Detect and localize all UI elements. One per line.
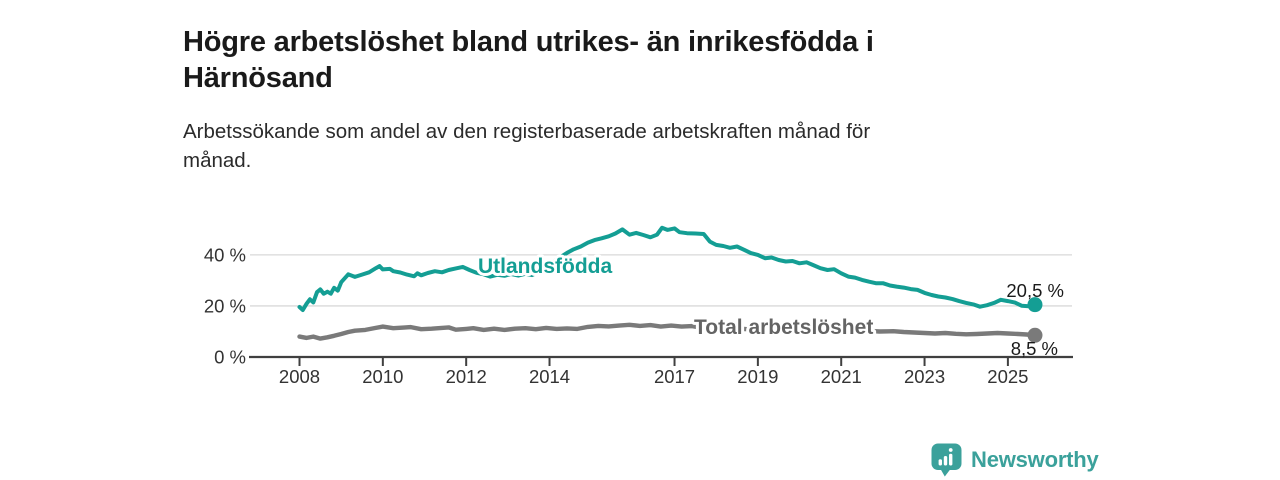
x-tick-label-2010: 2010	[362, 366, 403, 387]
bar-chart-speech-bubble-icon	[931, 443, 962, 477]
newsworthy-logo[interactable]: Newsworthy	[931, 443, 1099, 477]
subtitle-line-2: månad.	[183, 149, 252, 172]
y-tick-label-40: 40 %	[204, 244, 246, 265]
newsworthy-logo-text: Newsworthy	[971, 447, 1099, 472]
series-end-dot-utlandsfodda	[1027, 297, 1043, 313]
x-tick-label-2012: 2012	[446, 366, 487, 387]
title-line-1: Högre arbetslöshet bland utrikes- än inr…	[183, 26, 874, 59]
series-label-utlandsfodda: Utlandsfödda	[478, 255, 612, 278]
subtitle-line-1: Arbetssökande som andel av den registerb…	[183, 120, 871, 143]
chart-subtitle: Arbetssökande som andel av den registerb…	[183, 117, 1073, 175]
series-line-utlandsfodda	[297, 225, 1037, 312]
series-end-dot-total-arbetsloshet	[1027, 327, 1043, 343]
title-line-2: Härnösand	[183, 62, 333, 95]
x-tick-label-2008: 2008	[279, 366, 320, 387]
series-end-label-total-arbetsloshet: 8,5 %	[1011, 338, 1058, 359]
x-tick-label-2019: 2019	[737, 366, 778, 387]
x-tick-label-2021: 2021	[821, 366, 862, 387]
series-end-label-utlandsfodda: 20,5 %	[1006, 280, 1064, 301]
x-tick-label-2025: 2025	[987, 366, 1028, 387]
x-tick-label-2023: 2023	[904, 366, 945, 387]
page-title: Högre arbetslöshet bland utrikes- än inr…	[183, 24, 1073, 96]
y-tick-label-0: 0 %	[214, 347, 246, 368]
x-tick-label-2014: 2014	[529, 366, 570, 387]
y-tick-label-20: 20 %	[204, 295, 246, 316]
x-tick-label-2017: 2017	[654, 366, 695, 387]
series-line-total-arbetsloshet	[297, 322, 1038, 341]
series-label-total-arbetsloshet: Total arbetslöshet	[694, 316, 873, 339]
